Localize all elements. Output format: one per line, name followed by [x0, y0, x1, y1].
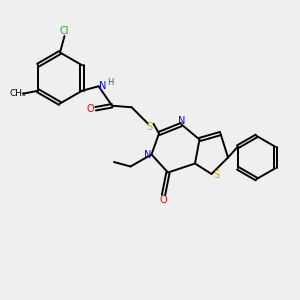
Text: N: N	[99, 81, 106, 91]
Text: Cl: Cl	[60, 26, 69, 36]
Text: CH₃: CH₃	[9, 89, 26, 98]
Text: S: S	[214, 169, 220, 180]
Text: N: N	[144, 149, 151, 160]
Text: N: N	[178, 116, 185, 126]
Text: H: H	[107, 78, 113, 87]
Text: O: O	[160, 195, 167, 206]
Text: S: S	[146, 122, 152, 132]
Text: O: O	[86, 104, 94, 114]
